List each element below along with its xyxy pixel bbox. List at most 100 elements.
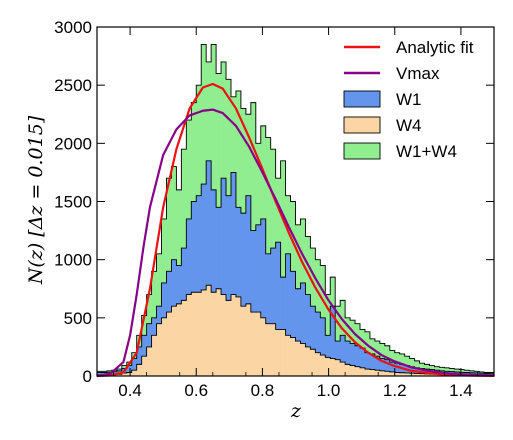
series-w4 <box>96 284 495 376</box>
histogram-bar <box>126 365 133 376</box>
legend-entry: Vmax <box>344 64 440 83</box>
histogram-bar <box>384 371 391 376</box>
histogram-bar <box>310 306 316 376</box>
legend-label: Analytic fit <box>396 38 474 57</box>
y-tick-label: 1500 <box>54 193 92 212</box>
histogram-bar <box>141 356 147 376</box>
histogram-bar <box>290 337 296 376</box>
x-axis-title: z <box>290 400 302 422</box>
histogram-bar <box>305 294 311 376</box>
histogram-bar <box>171 306 177 376</box>
y-tick-label: 1000 <box>54 251 92 270</box>
histogram-bar <box>191 292 197 376</box>
histogram-bar <box>275 329 281 376</box>
legend-entry: W1+W4 <box>343 142 457 161</box>
histogram-bar <box>364 369 371 376</box>
histogram-bar <box>131 370 137 376</box>
histogram-bar <box>250 312 257 376</box>
legend-label: W1 <box>396 90 422 109</box>
histogram-bar <box>121 373 128 376</box>
histogram-bar <box>141 335 147 376</box>
histogram-bar <box>394 372 401 376</box>
histogram-bar <box>240 306 247 376</box>
histogram-bar <box>379 370 386 376</box>
y-tick-label: 2500 <box>54 76 92 95</box>
histogram-bar <box>350 365 356 376</box>
y-tick-label: 500 <box>64 309 92 328</box>
histogram-bar <box>330 358 336 376</box>
histogram-bar <box>176 303 182 376</box>
histogram-bar <box>315 352 321 376</box>
histogram-bar <box>136 364 142 376</box>
y-tick-label: 0 <box>83 367 92 386</box>
histogram-bar <box>360 367 366 376</box>
histogram-bar <box>230 294 237 376</box>
histogram-bar <box>136 346 142 376</box>
histogram-bar <box>221 178 227 376</box>
histogram-bar <box>235 207 242 376</box>
histogram-bar <box>161 317 167 376</box>
histogram-bar <box>310 349 316 376</box>
histogram-bar <box>325 335 331 376</box>
legend-box-swatch <box>343 142 381 160</box>
histogram-bar <box>345 364 351 376</box>
histogram-bar <box>389 362 396 376</box>
histogram-bar <box>340 362 346 376</box>
y-axis-title: N(z) [Δz = 0.015] <box>25 115 47 285</box>
legend-label: W4 <box>396 116 422 135</box>
histogram-bar <box>315 312 321 376</box>
histogram-bar <box>255 224 262 376</box>
histogram-bar <box>330 306 336 376</box>
histogram-bar <box>355 366 361 376</box>
histogram-bar <box>434 374 440 376</box>
histogram-bar <box>235 296 242 376</box>
histogram-bar <box>270 323 276 376</box>
x-tick-label: 0.4 <box>118 381 142 400</box>
histogram-bar <box>345 341 351 376</box>
x-tick-label: 1.4 <box>449 381 473 400</box>
histogram-bar <box>230 172 237 376</box>
legend-label: W1+W4 <box>396 142 457 161</box>
histogram-bar <box>196 292 202 376</box>
histogram-bar <box>245 195 252 376</box>
histogram-bar <box>305 346 311 376</box>
histogram-bar <box>424 373 430 376</box>
histogram-bar <box>240 213 247 376</box>
legend-entry: W1 <box>343 90 422 109</box>
histogram-bar <box>116 374 123 376</box>
histogram-bar <box>206 285 212 376</box>
histogram-bar <box>374 370 381 376</box>
histogram-bar <box>335 359 341 376</box>
histogram-bar <box>369 369 376 376</box>
fit-lines <box>96 82 495 378</box>
histogram-bar <box>211 189 217 376</box>
histogram-bar <box>369 353 376 376</box>
x-tick-label: 0.8 <box>251 381 275 400</box>
histogram-bar <box>265 253 271 376</box>
histogram-outline <box>96 284 494 376</box>
histogram-bar <box>206 160 212 376</box>
histogram-bar <box>181 300 187 376</box>
histogram-bar <box>414 373 420 376</box>
histogram-bar <box>151 335 157 376</box>
legend-box-swatch <box>343 90 381 108</box>
legend-entry: W4 <box>343 116 422 135</box>
line-analytic-fit <box>96 82 495 378</box>
histogram-bar <box>255 312 262 376</box>
histogram-bar <box>191 201 197 376</box>
histogram-bar <box>201 184 207 376</box>
x-tick-label: 1.0 <box>317 381 341 400</box>
histogram-bar <box>295 341 301 376</box>
histogram-bar <box>211 292 217 376</box>
legend-box-swatch <box>343 116 381 134</box>
histogram-bar <box>360 348 366 376</box>
histogram-bar <box>166 312 172 376</box>
legend-label: Vmax <box>396 64 440 83</box>
histogram-bar <box>186 294 192 376</box>
histogram-bar <box>280 329 286 376</box>
histogram-bar <box>429 374 435 376</box>
histogram-bar <box>201 289 207 376</box>
legend-entry: Analytic fit <box>344 38 474 57</box>
histogram-bar <box>399 364 405 376</box>
histogram-bar <box>340 335 346 376</box>
